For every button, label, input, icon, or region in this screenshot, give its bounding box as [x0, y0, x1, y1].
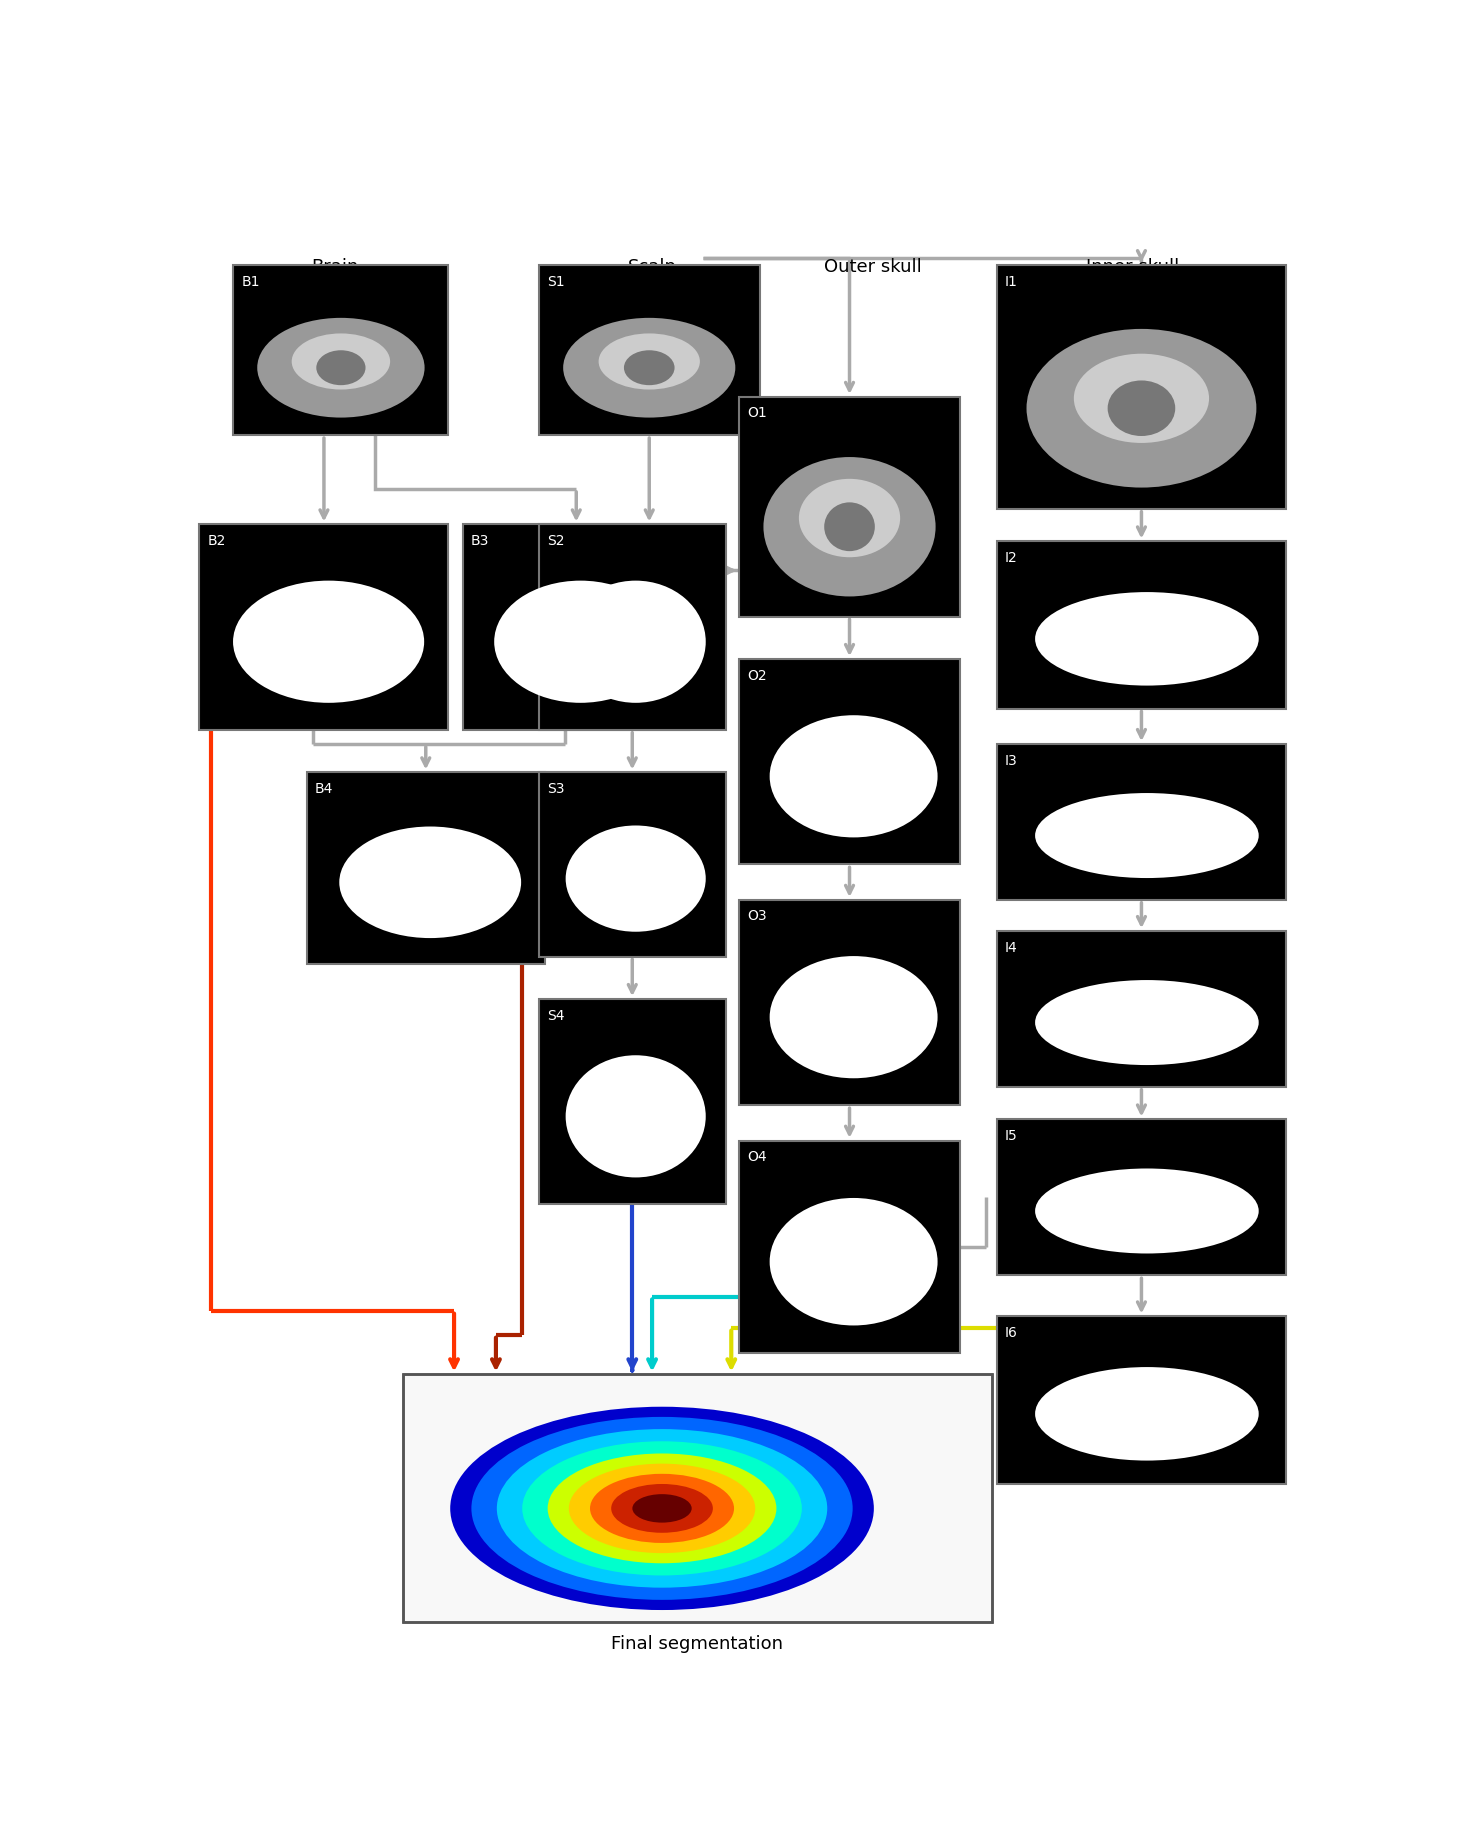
Ellipse shape: [612, 1484, 712, 1534]
Text: I1: I1: [1004, 274, 1018, 289]
Ellipse shape: [569, 1464, 755, 1554]
Bar: [739, 397, 959, 618]
Bar: [200, 526, 448, 730]
Text: I4: I4: [1004, 940, 1018, 954]
Bar: [997, 267, 1286, 509]
Bar: [539, 1000, 726, 1205]
Bar: [307, 772, 545, 964]
Text: Scalp: Scalp: [628, 257, 676, 276]
Ellipse shape: [599, 335, 699, 390]
Text: Inner skull: Inner skull: [1086, 257, 1180, 276]
Ellipse shape: [565, 826, 705, 932]
Bar: [739, 1140, 959, 1354]
Ellipse shape: [493, 581, 667, 704]
Ellipse shape: [1035, 592, 1259, 686]
Ellipse shape: [1035, 794, 1259, 879]
Ellipse shape: [1035, 1170, 1259, 1254]
Bar: [997, 932, 1286, 1087]
Ellipse shape: [632, 1495, 692, 1523]
Bar: [739, 660, 959, 864]
Ellipse shape: [1026, 329, 1257, 489]
Bar: [997, 1317, 1286, 1484]
Ellipse shape: [565, 1056, 705, 1177]
Ellipse shape: [1075, 355, 1209, 443]
Ellipse shape: [292, 335, 390, 390]
Text: O4: O4: [748, 1149, 766, 1164]
Bar: [463, 526, 689, 730]
Text: B4: B4: [315, 782, 333, 796]
Ellipse shape: [564, 318, 736, 417]
Ellipse shape: [450, 1407, 875, 1611]
Ellipse shape: [339, 828, 521, 938]
Ellipse shape: [769, 715, 937, 839]
Ellipse shape: [317, 351, 365, 386]
Ellipse shape: [769, 956, 937, 1079]
Text: Outer skull: Outer skull: [823, 257, 921, 276]
Bar: [997, 745, 1286, 901]
Text: I2: I2: [1004, 550, 1018, 565]
Text: S1: S1: [548, 274, 565, 289]
Ellipse shape: [257, 318, 425, 417]
Bar: [997, 1120, 1286, 1276]
Ellipse shape: [764, 458, 936, 598]
Ellipse shape: [523, 1442, 802, 1576]
Text: I5: I5: [1004, 1129, 1018, 1142]
Text: B1: B1: [241, 274, 260, 289]
Ellipse shape: [799, 480, 901, 557]
Text: B2: B2: [207, 533, 226, 548]
Bar: [403, 1376, 991, 1622]
Ellipse shape: [1035, 980, 1259, 1065]
Bar: [997, 543, 1286, 710]
Text: B3: B3: [472, 533, 489, 548]
Text: O1: O1: [748, 406, 766, 419]
Ellipse shape: [548, 1453, 777, 1563]
Text: O3: O3: [748, 908, 766, 923]
Bar: [403, 1376, 991, 1622]
Ellipse shape: [769, 1199, 937, 1326]
Bar: [539, 267, 759, 436]
Text: O2: O2: [748, 668, 766, 682]
Ellipse shape: [590, 1475, 734, 1543]
Ellipse shape: [472, 1418, 853, 1600]
Bar: [539, 526, 726, 730]
Text: Final segmentation: Final segmentation: [612, 1633, 784, 1651]
Bar: [234, 267, 448, 436]
Text: S4: S4: [548, 1008, 565, 1022]
Text: S3: S3: [548, 782, 565, 796]
Ellipse shape: [234, 581, 425, 704]
Text: Brain: Brain: [311, 257, 359, 276]
Ellipse shape: [565, 581, 705, 704]
Bar: [739, 901, 959, 1105]
Text: I3: I3: [1004, 754, 1018, 767]
Ellipse shape: [623, 351, 675, 386]
Ellipse shape: [1108, 381, 1175, 438]
Ellipse shape: [825, 504, 875, 552]
Ellipse shape: [496, 1429, 828, 1587]
Text: I6: I6: [1004, 1326, 1018, 1339]
Bar: [539, 772, 726, 956]
Text: S2: S2: [548, 533, 565, 548]
Ellipse shape: [1035, 1368, 1259, 1460]
